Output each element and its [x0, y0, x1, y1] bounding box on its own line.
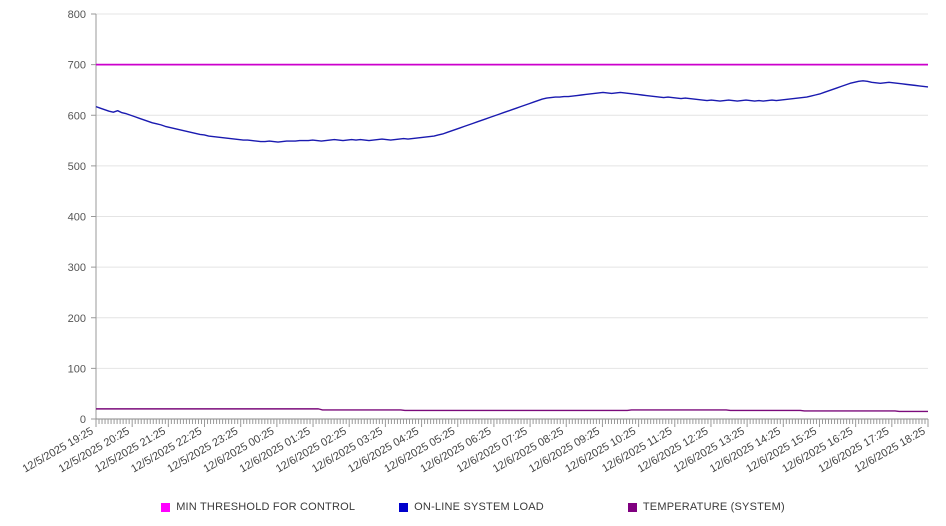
y-tick-label: 300 [68, 262, 86, 274]
y-tick-label: 600 [68, 110, 86, 122]
legend-swatch-icon [627, 502, 637, 512]
series-line [96, 408, 928, 413]
y-tick-label: 500 [68, 161, 86, 173]
y-tick-label: 200 [68, 313, 86, 325]
x-axis [95, 418, 929, 427]
y-tick-label: 0 [80, 414, 86, 426]
y-tick-label: 700 [68, 60, 86, 72]
legend-label: ON-LINE SYSTEM LOAD [414, 501, 544, 513]
grid-lines [96, 13, 928, 420]
chart-legend: MIN THRESHOLD FOR CONTROL ON-LINE SYSTEM … [0, 496, 946, 518]
y-tick-label: 400 [68, 212, 86, 224]
y-tick-label: 100 [68, 363, 86, 375]
legend-item[interactable]: ON-LINE SYSTEM LOAD [399, 501, 544, 513]
series-line [95, 80, 929, 143]
legend-swatch-icon [399, 502, 409, 512]
y-axis: 0 100 200 300 400 500 600 700 800 [68, 9, 97, 426]
legend-swatch-icon [161, 502, 171, 512]
legend-label: MIN THRESHOLD FOR CONTROL [176, 501, 356, 513]
legend-item[interactable]: MIN THRESHOLD FOR CONTROL [161, 501, 355, 513]
legend-item[interactable]: TEMPERATURE (SYSTEM) [627, 501, 785, 513]
legend-label: TEMPERATURE (SYSTEM) [642, 501, 785, 513]
series-lines [95, 63, 929, 413]
y-tick-label: 800 [68, 9, 86, 21]
